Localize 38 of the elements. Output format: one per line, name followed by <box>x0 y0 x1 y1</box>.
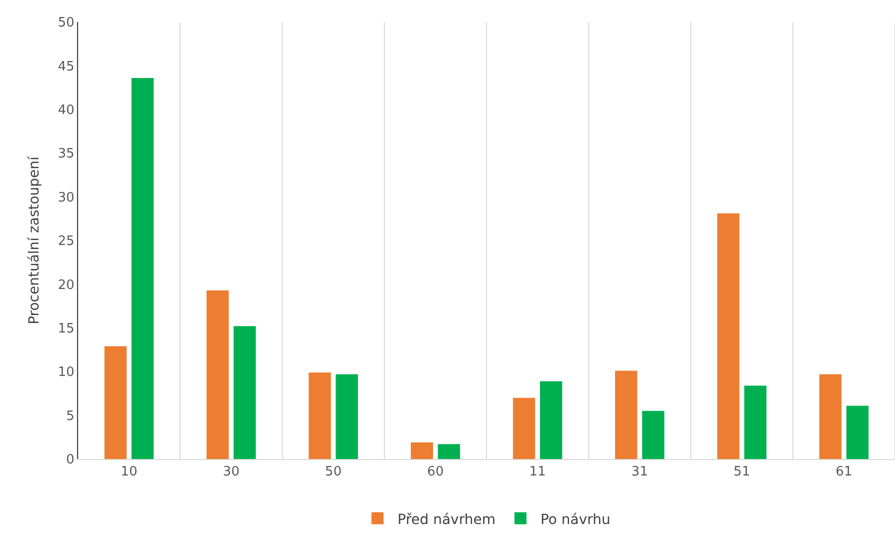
bar <box>438 444 460 459</box>
x-tick-label: 10 <box>120 464 138 480</box>
bar <box>846 406 869 459</box>
y-tick-label: 20 <box>58 278 74 293</box>
x-tick-label: 51 <box>734 464 750 480</box>
y-tick-label: 50 <box>58 16 74 31</box>
bar <box>744 386 766 459</box>
bar <box>132 78 154 459</box>
y-tick-label: 40 <box>58 102 74 118</box>
y-tick-label: 5 <box>66 408 74 424</box>
y-axis-title: Procentuální zastoupení <box>26 155 42 324</box>
legend-label: Po návrhu <box>540 512 610 528</box>
y-tick-label: 25 <box>58 234 74 250</box>
y-tick-label: 35 <box>58 146 74 162</box>
bar <box>206 290 229 459</box>
bar <box>308 372 331 459</box>
x-tick-label: 60 <box>427 464 444 480</box>
y-tick-label: 45 <box>58 59 74 74</box>
x-tick-label: 30 <box>222 464 240 480</box>
y-tick-label: 10 <box>58 365 74 380</box>
x-tick-label: 50 <box>325 464 342 480</box>
bar <box>819 374 842 459</box>
bar <box>234 326 256 459</box>
y-tick-label: 30 <box>58 190 74 206</box>
y-tick-label: 15 <box>58 321 74 336</box>
legend-label: Před návrhem <box>398 512 496 528</box>
x-tick-label: 61 <box>836 464 852 480</box>
bar <box>512 398 536 459</box>
bar <box>410 442 433 459</box>
bar <box>717 213 740 459</box>
x-tick-label: 11 <box>529 464 546 480</box>
bar <box>540 381 562 459</box>
bar <box>336 374 358 459</box>
bar <box>642 410 664 459</box>
bar <box>615 370 638 459</box>
bar <box>104 346 127 459</box>
y-tick-label: 0 <box>66 452 74 468</box>
x-tick-label: 31 <box>631 464 648 480</box>
